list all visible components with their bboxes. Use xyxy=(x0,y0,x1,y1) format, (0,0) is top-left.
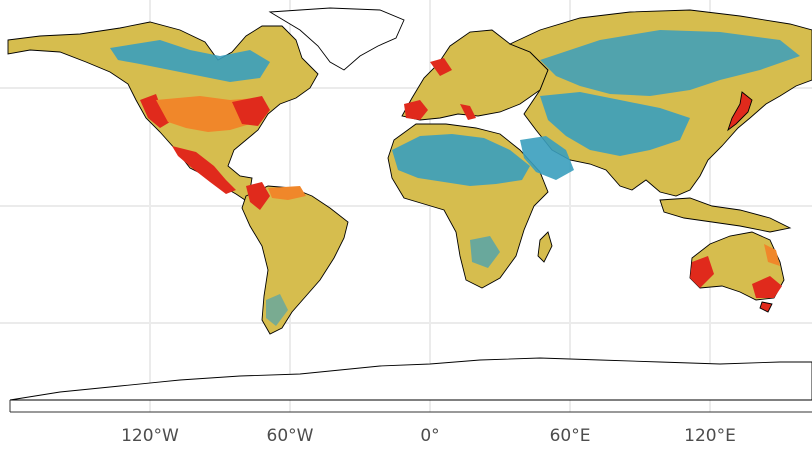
overlay-blue-sahara xyxy=(392,134,530,186)
x-tick-label-0: 0° xyxy=(420,426,439,446)
overlay-red-colombia xyxy=(246,182,270,210)
overlay-blue-russia xyxy=(540,30,800,96)
antarctica xyxy=(9,357,812,401)
x-tick-label-60e: 60°E xyxy=(550,426,591,446)
madagascar xyxy=(537,231,553,263)
japan xyxy=(727,91,753,132)
x-tick-label-120w: 120°W xyxy=(121,426,179,446)
overlay-red-us-west xyxy=(140,94,170,128)
south-america xyxy=(241,185,349,335)
overlay-blue-patagonia xyxy=(266,294,288,326)
overlay-blue-canada xyxy=(110,40,270,82)
overlay-red-us-east xyxy=(232,96,270,126)
x-axis-ticks: 120°W 60°W 0° 60°E 120°E xyxy=(121,426,736,446)
climate-overlay xyxy=(110,30,800,326)
x-tick-label-60w: 60°W xyxy=(267,426,314,446)
overlay-red-uk xyxy=(430,58,452,76)
overlay-blue-kalahari xyxy=(470,236,500,268)
overlay-red-australia-se xyxy=(752,276,782,298)
overlay-red-mexico xyxy=(172,146,236,194)
overlay-blue-arabia xyxy=(520,136,574,180)
overlay-red-australia-east xyxy=(764,244,780,266)
overlay-red-australia xyxy=(690,256,714,288)
overlay-red-italy xyxy=(460,104,476,120)
tasmania xyxy=(759,301,773,313)
overlay-blue-central-asia xyxy=(540,92,690,156)
indonesia xyxy=(659,197,792,233)
x-tick-label-120e: 120°E xyxy=(684,426,736,446)
overlay-orange-venezuela xyxy=(268,186,306,200)
greenland xyxy=(268,7,405,71)
overlay-red-iberia xyxy=(404,100,428,120)
